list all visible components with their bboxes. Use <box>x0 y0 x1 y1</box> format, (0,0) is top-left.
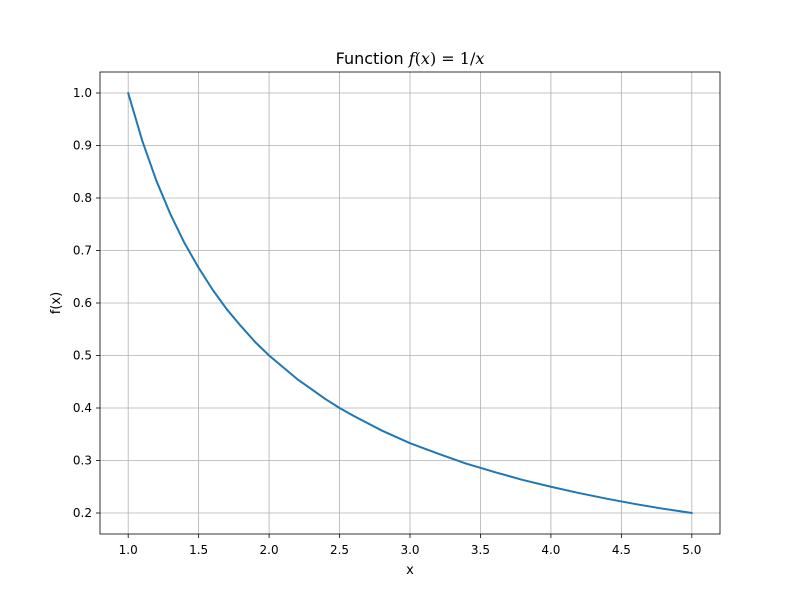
series-layer <box>127 92 693 514</box>
title-eq: = 1/ <box>436 49 476 68</box>
title-fn: f <box>408 49 418 68</box>
y-tick-label: 0.8 <box>73 191 92 205</box>
x-tick-label: 3.0 <box>400 543 419 557</box>
series-line <box>127 92 693 514</box>
title-close: ) <box>430 49 436 68</box>
x-tick-label: 4.0 <box>541 543 560 557</box>
x-tick-label: 4.5 <box>612 543 631 557</box>
x-tick-label: 1.0 <box>119 543 138 557</box>
x-tick-label: 2.0 <box>260 543 279 557</box>
y-axis-label: f(x) <box>49 292 64 314</box>
title-var: x <box>421 49 430 68</box>
y-tick-label: 0.3 <box>73 454 92 468</box>
y-tick-label: 0.2 <box>73 506 92 520</box>
grid <box>100 72 720 534</box>
y-tick-label: 0.4 <box>73 401 92 415</box>
x-tick-label: 2.5 <box>330 543 349 557</box>
y-tick-label: 0.6 <box>73 296 92 310</box>
title-prefix: Function <box>336 49 409 68</box>
x-tick-label: 3.5 <box>471 543 490 557</box>
x-tick-label: 5.0 <box>682 543 701 557</box>
y-tick-label: 0.9 <box>73 139 92 153</box>
chart-title: Function f(x) = 1/x <box>336 49 485 68</box>
ticks: 1.0 1.5 2.0 2.5 3.0 3.5 4.0 4.5 5.0 0.2 0.3 0.4 0.5 0… <box>73 86 701 557</box>
y-tick-label: 1.0 <box>73 86 92 100</box>
x-axis-label: x <box>406 563 414 578</box>
title-open: ( <box>415 49 421 68</box>
y-tick-label: 0.7 <box>73 244 92 258</box>
x-tick-label: 1.5 <box>189 543 208 557</box>
y-tick-label: 0.5 <box>73 349 92 363</box>
title-var2: x <box>475 49 484 68</box>
